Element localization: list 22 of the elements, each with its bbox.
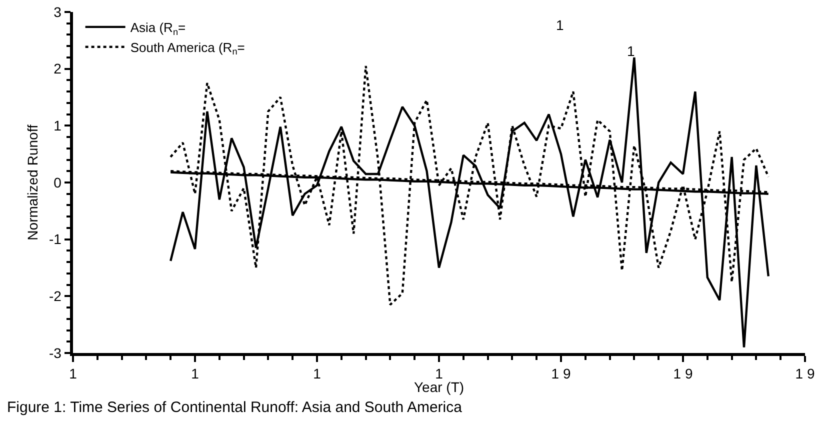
line-series xyxy=(170,56,770,348)
legend-label: Asia (R$_{n}$= xyxy=(130,20,186,37)
annotation: 1 xyxy=(627,43,635,59)
x-tick-label: 1 xyxy=(69,366,78,382)
x-tick-label: 1 9 xyxy=(673,366,693,382)
legend-label: South America (R$_{n}$= xyxy=(130,40,245,57)
y-tick-label: 3 xyxy=(54,4,62,20)
y-tick-label: -2 xyxy=(48,288,62,304)
y-tick-label: -3 xyxy=(48,344,62,361)
x-tick-label: 1 xyxy=(435,366,444,382)
x-tick-label: 1 9 xyxy=(551,366,571,382)
caption: Figure 1: Time Series of Continental Runoff: Asia and South America xyxy=(7,399,463,416)
annotation: 1 xyxy=(556,17,564,33)
y-tick-label: -1 xyxy=(48,231,62,248)
y-tick-label: 1 xyxy=(54,118,62,134)
x-axis-title: Year (T) xyxy=(414,379,464,395)
y-tick-label: 2 xyxy=(54,60,62,77)
x-tick-label: 1 xyxy=(313,366,322,382)
x-tick-label: 1 9 xyxy=(795,366,815,382)
y-axis-title: Normalized Runoff xyxy=(24,124,41,240)
y-tick-label: 0 xyxy=(54,174,62,190)
x-tick-label: 1 xyxy=(191,366,200,382)
